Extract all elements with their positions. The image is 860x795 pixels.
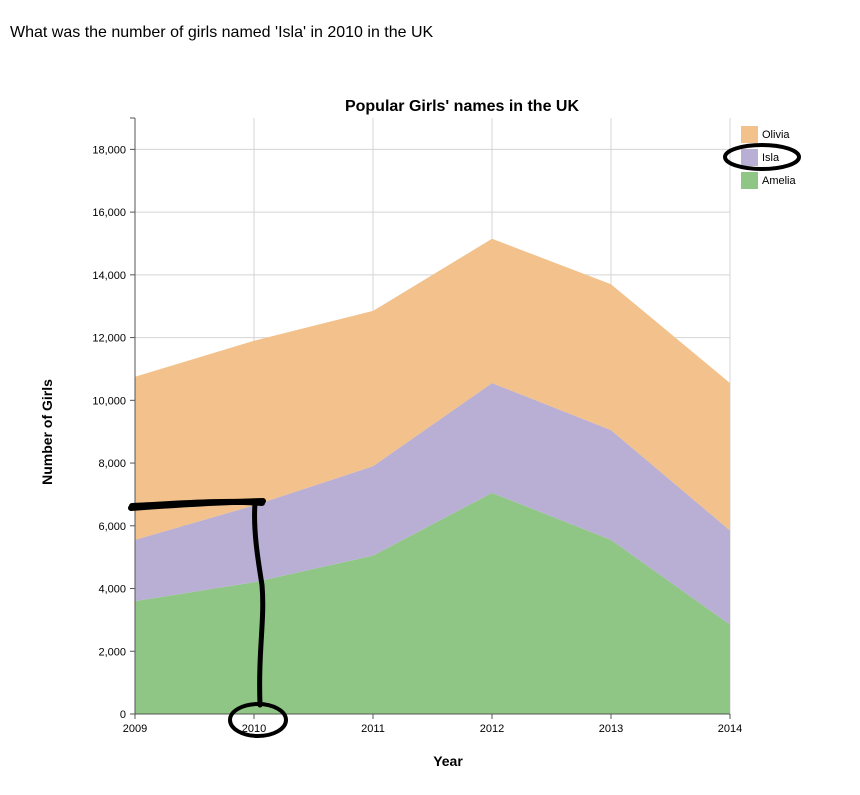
x-tick-label: 2009 (123, 723, 147, 735)
area-olivia (135, 238, 730, 540)
chart-title: Popular Girls' names in the UK (345, 98, 580, 115)
legend-swatch-isla (741, 149, 758, 166)
annotation-circle-isla-legend (723, 143, 801, 171)
y-tick-label: 10,000 (92, 395, 126, 407)
x-tick-label: 2010 (242, 723, 266, 735)
y-axis-title: Number of Girls (39, 379, 55, 485)
y-tick-label: 4,000 (98, 584, 126, 596)
x-tick-label: 2012 (480, 723, 504, 735)
legend-label-amelia: Amelia (762, 175, 797, 187)
y-tick-label: 18,000 (92, 144, 126, 156)
question-text: What was the number of girls named 'Isla… (10, 24, 434, 41)
y-tick-label: 2,000 (98, 646, 126, 658)
legend-label-olivia: Olivia (762, 129, 790, 141)
area-amelia (135, 492, 730, 714)
x-axis-title: Year (433, 753, 463, 769)
legend-label-isla: Isla (762, 152, 780, 164)
annotation-vertical-stroke (252, 500, 266, 708)
legend-swatch-olivia (741, 126, 758, 143)
annotation-circle-2010 (228, 702, 288, 738)
x-tick-label: 2013 (599, 723, 623, 735)
area-isla (135, 383, 730, 625)
y-tick-label: 16,000 (92, 207, 126, 219)
hand-drawn-annotations (128, 143, 801, 738)
x-tick-label: 2014 (718, 723, 742, 735)
y-tick-label: 6,000 (98, 521, 126, 533)
y-tick-label: 0 (120, 709, 126, 721)
annotation-horizontal-stroke (128, 498, 266, 511)
area-series-group (135, 238, 730, 714)
legend: Olivia Isla Amelia (741, 126, 797, 189)
y-tick-label: 12,000 (92, 333, 126, 345)
y-tick-label: 8,000 (98, 458, 126, 470)
tick-labels: 0 2,000 4,000 6,000 8,000 10,000 12,000 14,000 1… (92, 144, 742, 735)
legend-swatch-amelia (741, 172, 758, 189)
y-tick-label: 14,000 (92, 270, 126, 282)
x-tick-label: 2011 (361, 723, 385, 735)
